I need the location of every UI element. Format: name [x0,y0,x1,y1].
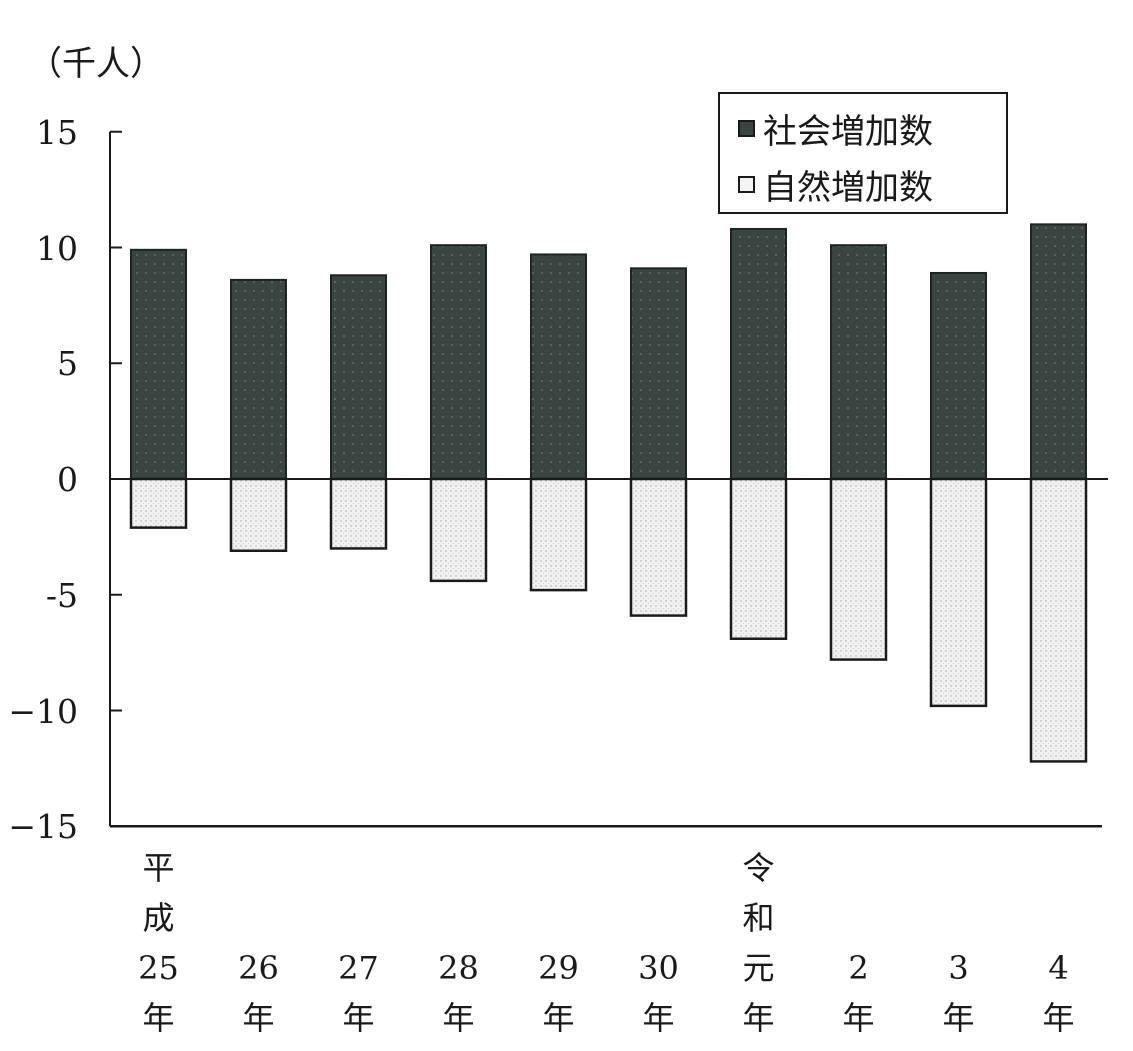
axes-group [109,130,1108,828]
x-tick-label: 28 年 [438,949,479,1037]
y-axis-unit-label: （千人） [28,44,164,84]
bar-natural-increase [729,477,788,640]
legend-swatch-light-icon [738,176,755,193]
y-tick-label: -5 [45,575,78,615]
legend-swatch-dark-icon [738,120,755,137]
x-tick-label: 平成 25 年 [138,849,179,1037]
bar-social-increase [130,248,187,480]
y-tick-label: −10 [8,691,78,731]
bar-social-increase [230,278,287,480]
bar-social-increase [930,271,987,480]
bars-group [129,223,1088,763]
bar-natural-increase [629,477,688,617]
bar-natural-increase [329,477,388,550]
bar-social-increase [530,253,587,480]
y-tick-label: −15 [8,807,78,847]
legend-item-natural-increase: 自然増加数 [738,160,933,209]
bar-social-increase [630,267,687,480]
bar-social-increase [730,227,787,480]
bar-natural-increase [529,477,588,592]
x-tick-label: 26 年 [238,949,279,1037]
bar-natural-increase [229,477,288,553]
bar-social-increase [830,244,887,480]
x-tick-label: 令和元年 [742,849,775,1037]
bar-social-increase [330,274,387,480]
y-tick-label: 5 [57,344,78,384]
x-tick-label: 30 年 [638,949,679,1037]
y-tick-label: 15 [36,112,78,152]
x-tick-label: 27 年 [338,949,379,1037]
bar-natural-increase [1029,477,1088,763]
bar-social-increase [1030,223,1087,480]
bar-natural-increase [829,477,888,661]
bar-natural-increase [129,477,188,529]
legend-item-social-increase: 社会増加数 [738,104,933,153]
y-tick-label: 0 [57,460,78,499]
bar-natural-increase [929,477,988,708]
legend: 社会増加数 自然増加数 [718,92,1008,214]
bar-social-increase [430,244,487,480]
legend-label: 自然増加数 [763,168,933,208]
y-tick-label: 10 [36,228,78,268]
legend-label: 社会増加数 [763,112,933,152]
bar-natural-increase [429,477,488,583]
x-tick-label: 29 年 [538,949,579,1037]
